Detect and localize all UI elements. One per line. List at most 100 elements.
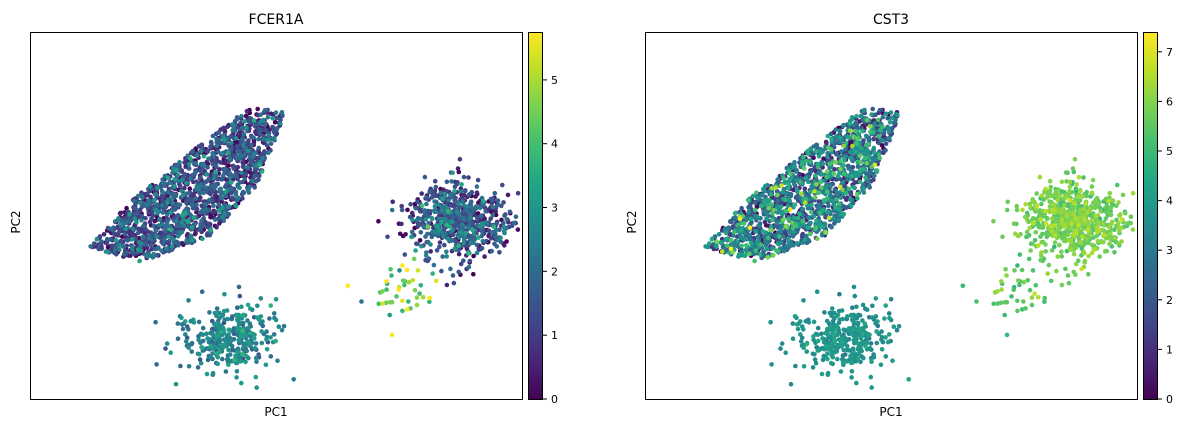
data-point xyxy=(198,182,203,187)
data-point xyxy=(259,340,265,346)
data-point xyxy=(739,243,744,249)
data-point xyxy=(253,355,259,361)
data-point xyxy=(414,295,420,300)
data-point xyxy=(768,192,774,197)
data-point xyxy=(1094,233,1099,239)
data-point xyxy=(219,195,224,200)
data-point xyxy=(235,305,240,311)
data-point xyxy=(489,248,495,254)
data-point xyxy=(737,251,742,257)
data-point xyxy=(816,190,821,195)
data-point xyxy=(825,210,830,215)
data-point xyxy=(1003,267,1008,272)
data-point xyxy=(118,221,124,227)
data-point xyxy=(731,229,737,235)
data-point xyxy=(154,202,160,207)
data-point xyxy=(183,210,188,216)
data-point xyxy=(147,234,152,240)
data-point xyxy=(266,132,271,138)
data-point xyxy=(768,227,774,233)
data-point xyxy=(239,380,244,386)
data-point xyxy=(265,137,271,143)
data-point xyxy=(752,200,758,206)
data-point xyxy=(1065,273,1071,278)
data-point xyxy=(861,186,866,191)
data-point xyxy=(222,137,228,142)
data-point xyxy=(1033,283,1039,288)
data-point xyxy=(448,237,454,243)
data-point xyxy=(257,162,263,168)
data-point xyxy=(825,370,831,376)
data-point xyxy=(397,268,402,273)
data-point xyxy=(735,239,740,244)
data-point xyxy=(798,339,804,344)
data-point xyxy=(839,339,845,345)
data-point xyxy=(223,166,228,172)
data-point xyxy=(444,179,450,185)
data-point xyxy=(822,310,827,315)
data-point xyxy=(854,304,859,310)
data-point xyxy=(473,194,478,199)
data-point xyxy=(432,178,438,184)
data-point xyxy=(164,246,170,251)
data-point xyxy=(1017,252,1023,257)
data-point xyxy=(184,200,189,205)
data-point xyxy=(197,190,202,196)
data-point xyxy=(188,156,193,161)
data-point xyxy=(194,202,199,208)
data-point xyxy=(1049,216,1055,221)
data-point xyxy=(847,149,853,155)
data-point xyxy=(1080,227,1085,232)
data-point xyxy=(125,238,131,243)
data-point xyxy=(1115,182,1120,188)
chart-title: FCER1A xyxy=(249,12,304,28)
data-point xyxy=(883,335,888,340)
data-point xyxy=(194,153,200,158)
data-point xyxy=(169,244,175,249)
data-point xyxy=(434,223,439,228)
data-point xyxy=(1109,219,1115,225)
data-point xyxy=(848,155,853,161)
data-point xyxy=(245,165,250,170)
data-point xyxy=(792,314,798,319)
data-point xyxy=(226,204,231,209)
data-point xyxy=(140,195,145,200)
data-point xyxy=(189,238,195,243)
data-point xyxy=(436,216,442,221)
data-point xyxy=(189,203,195,208)
data-point xyxy=(251,336,257,341)
data-point xyxy=(841,122,846,128)
data-point xyxy=(807,189,813,194)
data-point xyxy=(242,152,247,158)
data-point xyxy=(220,173,226,179)
data-point xyxy=(1029,295,1035,300)
data-point xyxy=(452,197,457,203)
data-point xyxy=(1015,308,1020,314)
data-point xyxy=(422,174,428,180)
data-point xyxy=(415,268,421,273)
data-point xyxy=(122,251,127,257)
data-point xyxy=(256,136,261,142)
data-point xyxy=(1062,196,1067,201)
data-point xyxy=(179,188,184,194)
data-point xyxy=(186,298,191,303)
data-point xyxy=(181,217,186,222)
data-point xyxy=(1012,268,1017,273)
data-point xyxy=(500,182,505,188)
data-point xyxy=(419,203,425,209)
data-point xyxy=(226,347,231,353)
data-point xyxy=(123,220,129,225)
data-point xyxy=(826,203,831,209)
data-point xyxy=(491,224,497,229)
data-point xyxy=(840,360,846,365)
data-point xyxy=(456,201,461,206)
data-point xyxy=(1098,208,1103,214)
data-point xyxy=(226,135,232,141)
data-point xyxy=(448,202,454,208)
data-point xyxy=(238,359,244,364)
data-point xyxy=(834,190,839,195)
data-point xyxy=(809,202,814,208)
data-point xyxy=(153,227,159,233)
data-point xyxy=(235,317,240,323)
